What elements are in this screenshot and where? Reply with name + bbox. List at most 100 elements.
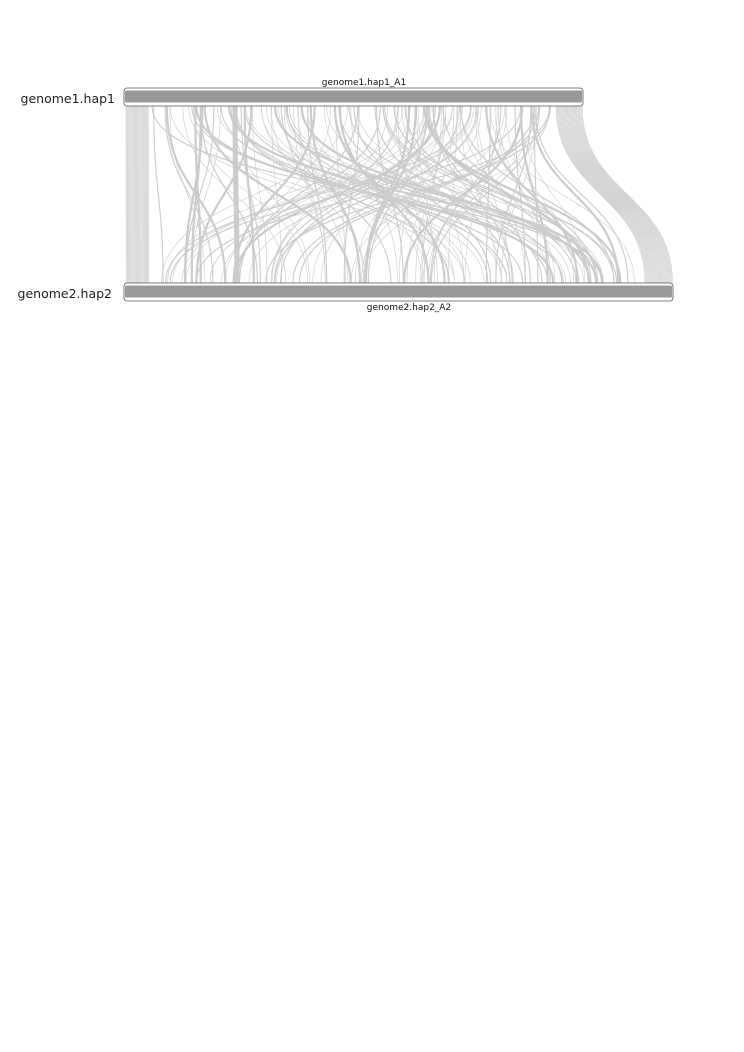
- synteny-link: [274, 105, 604, 284]
- genome1-track: genome1.hap1 genome1.hap1_A1: [21, 78, 584, 107]
- synteny-link: [191, 105, 564, 284]
- synteny-link: [200, 105, 258, 284]
- synteny-link: [460, 105, 556, 284]
- synteny-link: [485, 105, 491, 284]
- synteny-link: [572, 105, 664, 284]
- genome1-chromosome-bar: [125, 90, 582, 103]
- synteny-link: [271, 105, 282, 284]
- synteny-link: [565, 105, 656, 284]
- synteny-link: [519, 105, 549, 284]
- synteny-link: [243, 105, 549, 284]
- synteny-links: [125, 105, 673, 284]
- synteny-link: [165, 105, 472, 284]
- synteny-link: [235, 105, 239, 284]
- synteny-link: [252, 105, 268, 284]
- synteny-link: [573, 105, 665, 284]
- synteny-link: [234, 105, 238, 284]
- synteny-link: [394, 105, 438, 284]
- genome1-chromosome-label: genome1.hap1_A1: [322, 78, 406, 88]
- synteny-link: [306, 105, 455, 284]
- synteny-link: [278, 105, 449, 284]
- synteny-link: [501, 105, 538, 284]
- synteny-link: [581, 105, 673, 284]
- synteny-link: [580, 105, 671, 284]
- synteny-link: [401, 105, 514, 284]
- synteny-link: [181, 105, 425, 284]
- synteny-link: [566, 105, 657, 284]
- synteny-link: [416, 105, 435, 284]
- synteny-link: [560, 105, 651, 284]
- synteny-link: [300, 105, 591, 284]
- synteny-link: [578, 105, 670, 284]
- synteny-link: [475, 105, 510, 284]
- synteny-link: [190, 105, 202, 284]
- synteny-link: [384, 105, 618, 284]
- synteny-link: [406, 105, 447, 284]
- synteny-link: [534, 105, 629, 284]
- synteny-link: [169, 105, 206, 284]
- synteny-link: [273, 105, 428, 284]
- synteny-link: [575, 105, 667, 284]
- synteny-link: [579, 105, 670, 284]
- synteny-link: [561, 105, 651, 284]
- synteny-link: [348, 105, 577, 284]
- synteny-link: [248, 105, 463, 284]
- synteny-link: [570, 105, 661, 284]
- synteny-link: [188, 105, 465, 284]
- synteny-link: [209, 105, 475, 284]
- synteny-link: [569, 105, 660, 284]
- synteny-link: [555, 105, 646, 284]
- synteny-link: [260, 105, 471, 284]
- synteny-link: [184, 105, 215, 284]
- synteny-link: [350, 105, 398, 284]
- synteny-link: [193, 105, 308, 284]
- synteny-link: [562, 105, 652, 284]
- synteny-link: [356, 105, 604, 284]
- synteny-link: [559, 105, 650, 284]
- synteny-link: [556, 105, 647, 284]
- synteny-link: [234, 105, 238, 284]
- synteny-link: [422, 105, 535, 284]
- synteny-link: [571, 105, 663, 284]
- synteny-link: [567, 105, 658, 284]
- synteny-link: [432, 105, 531, 284]
- synteny-link: [397, 105, 426, 284]
- synteny-link: [270, 105, 388, 284]
- synteny-link: [236, 105, 240, 284]
- synteny-link: [497, 105, 551, 284]
- genome2-chromosome-label: genome2.hap2_A2: [367, 303, 451, 313]
- synteny-link: [367, 105, 428, 284]
- genome2-track: genome2.hap2 genome2.hap2_A2: [18, 282, 674, 313]
- genome1-label: genome1.hap1: [21, 91, 115, 106]
- synteny-link: [183, 105, 204, 284]
- synteny-link: [203, 105, 352, 284]
- synteny-link: [307, 105, 328, 284]
- synteny-link: [153, 105, 164, 284]
- synteny-link: [236, 105, 381, 284]
- synteny-link: [169, 105, 455, 284]
- synteny-link: [292, 105, 536, 284]
- genome2-label: genome2.hap2: [18, 286, 112, 301]
- synteny-link: [563, 105, 654, 284]
- synteny-link: [568, 105, 659, 284]
- synteny-link: [577, 105, 669, 284]
- synteny-link: [423, 105, 622, 284]
- synteny-link: [195, 105, 253, 284]
- synteny-link: [427, 105, 508, 284]
- synteny-link: [364, 105, 411, 284]
- synteny-link: [557, 105, 648, 284]
- synteny-link: [338, 105, 543, 284]
- synteny-link: [489, 105, 635, 284]
- synteny-link: [571, 105, 662, 284]
- synteny-link: [564, 105, 655, 284]
- synteny-link: [576, 105, 668, 284]
- synteny-link: [265, 105, 503, 284]
- synteny-link: [382, 105, 550, 284]
- synteny-link: [393, 105, 615, 284]
- synteny-link: [238, 105, 359, 284]
- synteny-link: [574, 105, 666, 284]
- synteny-link: [558, 105, 649, 284]
- synteny-link: [233, 105, 237, 284]
- synteny-link: [429, 105, 502, 284]
